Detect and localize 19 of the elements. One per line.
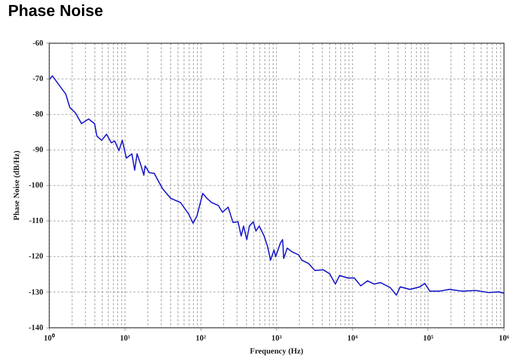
y-tick-label: -100 <box>28 180 44 190</box>
y-tick-label: -130 <box>28 287 44 296</box>
x-tick-label: 10⁶ <box>498 334 510 343</box>
x-tick-label: 10³ <box>271 334 282 343</box>
x-tick-label: 10⁴ <box>347 334 358 343</box>
y-tick-label: -90 <box>32 144 44 154</box>
x-tick-label: 10² <box>196 334 207 343</box>
chart-title: Phase Noise <box>8 3 104 20</box>
x-axis-title: Frequency (Hz) <box>250 346 304 356</box>
y-tick-label: -60 <box>32 38 44 48</box>
y-tick-label: -120 <box>28 252 44 261</box>
y-tick-label: -110 <box>29 216 44 226</box>
x-tick-label: 10⁵ <box>423 334 434 343</box>
x-tick-label: 10¹ <box>120 334 131 343</box>
y-tick-label: -80 <box>32 109 44 118</box>
y-axis-title: Phase Noise (dB/Hz) <box>12 150 21 220</box>
y-tick-label: -140 <box>28 322 44 332</box>
x-tick-label: 10⁰ <box>44 334 55 343</box>
y-tick-label: -70 <box>32 74 44 83</box>
